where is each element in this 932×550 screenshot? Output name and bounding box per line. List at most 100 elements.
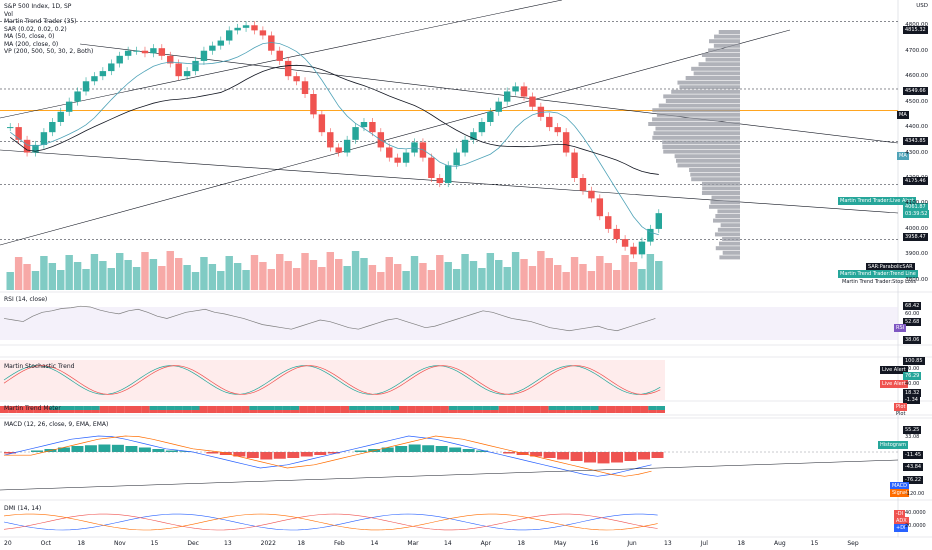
trend-meter-bar (315, 406, 325, 410)
macd-title[interactable]: MACD (12, 26, close, 9, EMA, EMA) (4, 421, 109, 428)
trend-meter-bar (133, 410, 142, 413)
volume-bar (351, 251, 360, 290)
macd-histogram-bar (300, 452, 313, 457)
volume-profile-bar (701, 181, 740, 186)
candle-body (647, 228, 654, 242)
price-tick-label: 4000.00 (905, 225, 928, 232)
tag-ma2: MA (897, 152, 909, 160)
trend-meter-bar (523, 406, 532, 410)
trend-meter-bar (473, 410, 483, 413)
trend-meter-bar (257, 406, 266, 410)
macd-histogram-bar (597, 452, 610, 464)
volume-bar (82, 269, 90, 290)
volume-profile-bar (719, 255, 740, 260)
trend-meter-bar (448, 406, 458, 410)
macd-tag-signal: Signal (890, 489, 910, 497)
volume-bar (520, 259, 528, 290)
price-tick-label: 4600.00 (905, 73, 928, 80)
trend-meter-bar (166, 410, 175, 413)
trend-meter-bar (74, 410, 84, 413)
trend-meter-bar (66, 406, 75, 410)
volume-profile-bar (714, 34, 740, 39)
candle-body (579, 178, 587, 191)
tag-ma: MA (897, 111, 909, 119)
volume-bar (545, 258, 553, 290)
stoch-level-3: 40.00 (905, 381, 920, 387)
candle-body (234, 27, 241, 31)
trend-meter-bar (606, 406, 616, 410)
trend-meter-bar (548, 406, 557, 410)
legend-vp[interactable]: VP (200, 500, 50, 30, 2, Both) (4, 48, 94, 55)
x-tick-label: Apr (480, 540, 492, 547)
x-tick-label: Dec (187, 540, 199, 547)
trend-meter-bar (440, 406, 449, 410)
candle-body (133, 50, 140, 52)
trend-meter-bar (573, 406, 582, 410)
legend-ma50[interactable]: MA (50, close, 0) (4, 33, 55, 40)
volume-bar (217, 271, 225, 290)
macd-histogram-bar (638, 452, 651, 460)
legend-ma200[interactable]: MA (200, close, 0) (4, 40, 59, 48)
trend-meter-bar (224, 410, 233, 413)
macd-histogram-bar (462, 449, 475, 452)
trend-meter-bar (149, 406, 158, 410)
volume-profile-bar (690, 172, 740, 177)
volume-profile-bar (652, 117, 740, 122)
trend-meter-bar (224, 406, 233, 410)
trend-meter-bar (91, 406, 100, 410)
volume-bar (132, 267, 141, 290)
trend-meter-bar (157, 406, 167, 410)
volume-profile-bar (648, 122, 740, 126)
trend-down-2 (79, 43, 899, 144)
legend-symbol[interactable]: S&P 500 Index, 1D, SP (4, 3, 72, 10)
ma50-line (9, 42, 659, 236)
trend-meter-bar (207, 410, 217, 413)
volume-bar (107, 268, 115, 290)
legend-mtt[interactable]: Martin Trend Trader (35) (4, 18, 77, 25)
candle-body (402, 152, 410, 163)
trend-meter-bar (357, 406, 366, 410)
stop-loss-label: Martin Trend Trader:Stop Loss (842, 279, 917, 285)
trend-meter-bar (83, 410, 92, 413)
candle-body (318, 114, 326, 133)
volume-profile-bar (717, 227, 740, 232)
volume-profile-bar (653, 131, 740, 136)
candle-body (369, 122, 376, 133)
stoch-level-5: -1.34 (903, 396, 920, 404)
price-tick-label: 3900.00 (905, 251, 928, 258)
candle-body (284, 60, 292, 77)
macd-histogram-bar (260, 452, 273, 460)
rsi-title[interactable]: RSI (14, close) (4, 296, 48, 303)
candle-body (621, 239, 629, 247)
trend-tag-1: Plot (896, 411, 906, 417)
trend-meter-bar (83, 406, 92, 410)
volume-profile-bar (702, 186, 740, 191)
macd-histogram-bar (503, 452, 516, 454)
stoch-title[interactable]: Martin Stochastic Trend (4, 363, 75, 370)
volume-profile-bar (713, 218, 740, 223)
trend-meter-bar (631, 406, 641, 410)
volume-profile-bar (652, 135, 740, 140)
x-tick-label: 13 (224, 540, 232, 547)
macd-histogram-bar (287, 452, 300, 458)
trend-meter-bar (415, 410, 424, 413)
macd-histogram-bar (152, 449, 165, 452)
price-tick-label: 4400.00 (905, 124, 928, 131)
volume-profile-bar (662, 140, 740, 145)
legend-vol[interactable]: Vol (4, 10, 13, 18)
trend-meter-title[interactable]: Martin Trend Meter (4, 405, 61, 412)
trend-meter-bar (315, 410, 325, 413)
volume-profile-bar (720, 223, 740, 228)
legend-sar[interactable]: SAR (0.02, 0.02, 0.2) (4, 25, 67, 33)
price-tick-label: 4300.00 (905, 149, 928, 156)
volume-profile-bar (677, 80, 740, 85)
volume-profile-bar (652, 108, 740, 113)
trend-meter-bar (507, 410, 516, 413)
dmi-title[interactable]: DMI (14, 14) (4, 505, 42, 512)
volume-bar (511, 252, 520, 290)
trend-meter-bar (540, 410, 549, 413)
price-tick-label: 4500.00 (905, 98, 928, 105)
macd-histogram-bar (233, 452, 246, 457)
volume-bar (570, 257, 579, 290)
volume-bar (301, 253, 309, 290)
